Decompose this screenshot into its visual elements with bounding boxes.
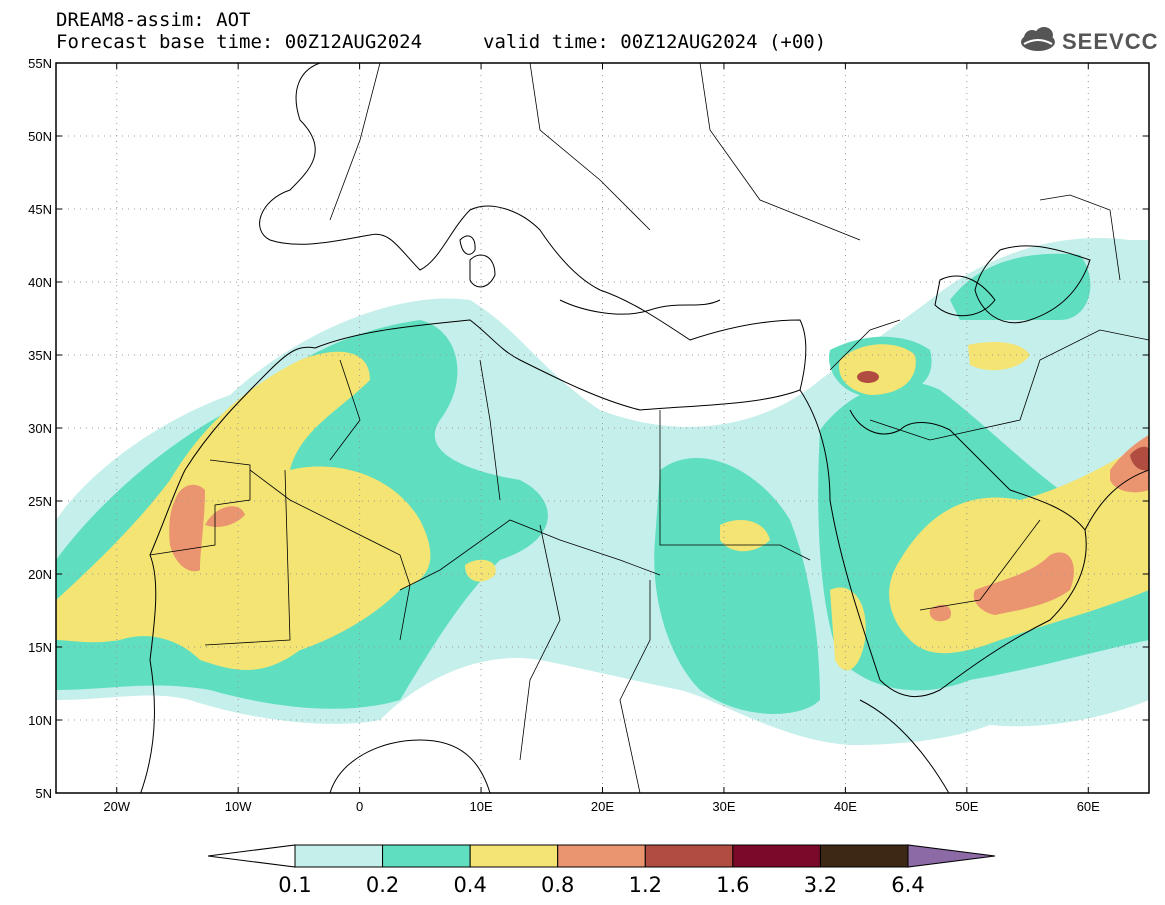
lon-tick-label: 0 <box>356 799 363 814</box>
lon-tick-label: 40E <box>834 799 857 814</box>
country-borders <box>149 63 1149 793</box>
lon-tick-label: 20E <box>591 799 614 814</box>
seevccc-logo: SEEVCCC <box>1021 27 1158 54</box>
aot-level-0-4 <box>56 342 1149 671</box>
lon-tick-label: 10E <box>469 799 492 814</box>
colorbar-swatch <box>294 844 384 868</box>
lat-tick-label: 50N <box>28 129 52 144</box>
lat-tick-label: 30N <box>28 421 52 436</box>
cloud-icon <box>1021 27 1055 51</box>
lon-tick-label: 60E <box>1077 799 1100 814</box>
colorbar-under-arrow <box>207 844 296 868</box>
map-gridlines <box>56 63 1149 793</box>
colorbar-swatch <box>382 844 471 868</box>
lat-tick-label: 35N <box>28 348 52 363</box>
valid-time: valid time: 00Z12AUG2024 (+00) <box>483 31 827 53</box>
coastlines <box>140 63 1149 793</box>
logo-text: SEEVCCC <box>1062 29 1158 54</box>
colorbar-swatch <box>469 844 559 868</box>
lat-tick-label: 5N <box>35 786 52 801</box>
colorbar-label: 0.1 <box>278 873 311 897</box>
lat-tick-label: 10N <box>28 713 52 728</box>
lat-tick-label: 20N <box>28 567 52 582</box>
colorbar-over-arrow <box>907 844 996 868</box>
lat-tick-label: 45N <box>28 202 52 217</box>
forecast-base-time: Forecast base time: 00Z12AUG2024 <box>56 31 423 53</box>
colorbar: 0.1 0.2 0.4 0.8 1.2 1.6 3.2 6.4 <box>207 844 996 897</box>
colorbar-label: 0.2 <box>366 873 399 897</box>
lon-tick-label: 50E <box>955 799 978 814</box>
colorbar-swatch <box>644 844 734 868</box>
aot-field <box>56 238 1149 746</box>
colorbar-label: 1.6 <box>716 873 749 897</box>
lon-tick-label: 10W <box>225 799 252 814</box>
lat-tick-label: 15N <box>28 640 52 655</box>
lat-tick-label: 55N <box>28 56 52 71</box>
lon-tick-label: 30E <box>712 799 735 814</box>
colorbar-swatch <box>557 844 646 868</box>
colorbar-swatch <box>732 844 821 868</box>
longitude-labels: 20W 10W 0 10E 20E 30E 40E 50E 60E <box>103 63 1100 814</box>
colorbar-label: 0.4 <box>453 873 486 897</box>
map-title: DREAM8-assim: AOT <box>56 9 251 31</box>
lat-tick-label: 40N <box>28 275 52 290</box>
lon-tick-label: 20W <box>103 799 130 814</box>
colorbar-label: 3.2 <box>804 873 837 897</box>
colorbar-label: 1.2 <box>629 873 662 897</box>
colorbar-swatch <box>819 844 909 868</box>
lat-tick-label: 25N <box>28 494 52 509</box>
colorbar-label: 6.4 <box>891 873 924 897</box>
latitude-labels: 55N 50N 45N 40N 35N 30N 25N 20N 15N 10N 5N <box>28 56 1149 801</box>
aot-level-1-2 <box>857 371 1149 471</box>
colorbar-label: 0.8 <box>541 873 574 897</box>
